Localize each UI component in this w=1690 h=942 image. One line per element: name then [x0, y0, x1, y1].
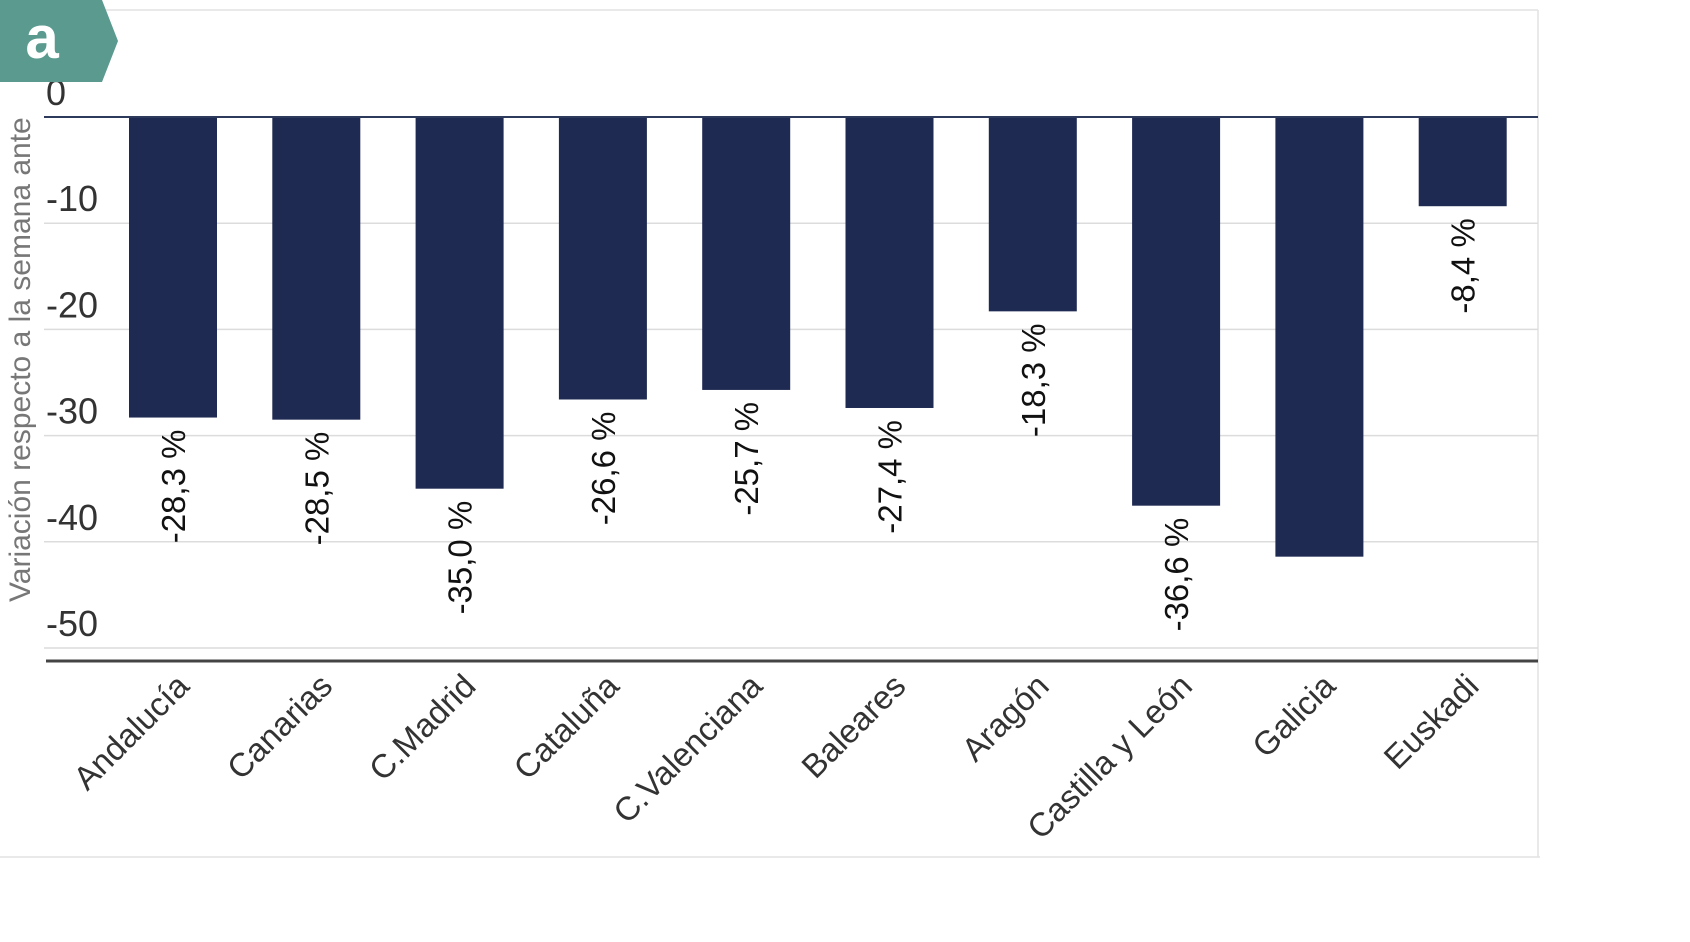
- data-label: -26,6 %: [585, 411, 622, 525]
- bar-5: [702, 117, 791, 390]
- category-label: Galicia: [1245, 666, 1343, 764]
- bar-2: [272, 117, 361, 420]
- logo-background: [0, 0, 118, 82]
- category-label: Euskadi: [1376, 667, 1485, 776]
- data-label: -18,3 %: [1015, 323, 1052, 437]
- bar-9: [1275, 117, 1364, 557]
- data-label: -36,6 %: [1158, 518, 1195, 632]
- y-axis-title: Variación respecto a la semana ante: [4, 117, 37, 602]
- data-label: -27,4 %: [872, 420, 909, 534]
- data-label: -25,7 %: [728, 402, 765, 516]
- y-tick-label: -50: [46, 603, 98, 644]
- y-tick-label: -30: [46, 391, 98, 432]
- data-label: -28,5 %: [298, 432, 335, 546]
- category-label: C.Valenciana: [606, 666, 770, 830]
- category-label: Cataluña: [506, 666, 626, 786]
- bar-7: [988, 117, 1077, 312]
- y-tick-label: -20: [46, 284, 98, 325]
- bar-10: [1418, 117, 1507, 207]
- y-tick-label: 0: [46, 72, 66, 113]
- data-label: -35,0 %: [442, 501, 479, 615]
- data-label: -28,3 %: [155, 430, 192, 544]
- category-label: Aragón: [954, 667, 1055, 768]
- bar-6: [845, 117, 934, 408]
- bar-8: [1132, 117, 1221, 506]
- data-label: -8,4 %: [1445, 218, 1482, 313]
- y-tick-label: -10: [46, 178, 98, 219]
- category-label: C.Madrid: [362, 667, 483, 788]
- lock-a-icon: a: [25, 4, 59, 71]
- bar-4: [558, 117, 647, 400]
- bar-3: [415, 117, 504, 489]
- y-tick-label: -40: [46, 497, 98, 538]
- logo-badge: a: [0, 0, 118, 82]
- category-label: Baleares: [794, 667, 912, 785]
- category-label: Canarias: [220, 667, 340, 787]
- bar-1: [129, 117, 217, 418]
- category-label: Andalucía: [66, 666, 196, 796]
